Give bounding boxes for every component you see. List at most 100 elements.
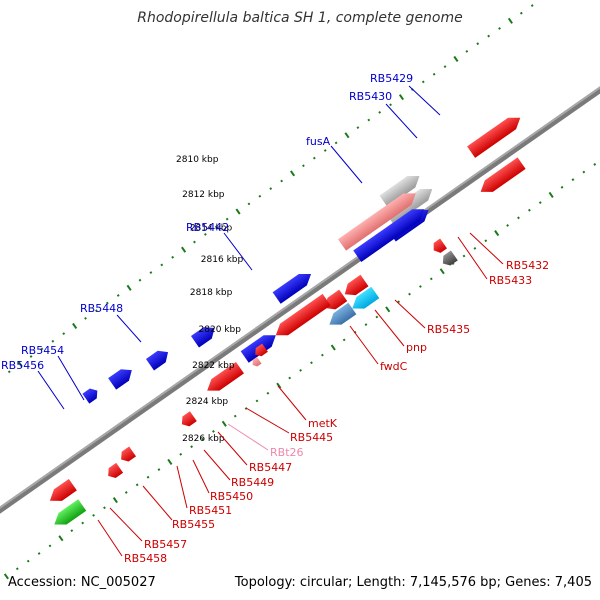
tick-mark: [310, 361, 313, 365]
tick-mark: [92, 513, 95, 517]
tick-mark: [116, 294, 120, 297]
gene-arrow: [480, 157, 526, 192]
tick-mark: [429, 277, 433, 281]
kbp-label: 2824 kbp: [186, 397, 229, 407]
gene-label-reverse: RB5458: [124, 552, 167, 565]
tick-mark: [72, 322, 78, 329]
tick-mark: [593, 163, 597, 166]
tick-mark: [179, 452, 183, 456]
gene-label-reverse: RB5435: [427, 323, 470, 336]
tick-mark: [51, 339, 55, 343]
kbp-label: 2826 kbp: [182, 434, 225, 444]
gene-label-reverse: RB5447: [249, 461, 292, 474]
tick-mark: [193, 240, 196, 244]
gene-arrow: [379, 176, 420, 208]
tick-mark: [548, 191, 554, 198]
gene-label-forward: RB5442: [186, 221, 229, 234]
tick-mark: [312, 156, 316, 160]
gene-arrow: [255, 343, 268, 357]
accession-text: Accession: NC_005027: [8, 575, 156, 590]
gene-arrow: [275, 293, 331, 336]
tick-mark: [462, 254, 466, 258]
tick-mark: [221, 420, 227, 427]
gene-arrow: [252, 357, 262, 367]
tick-mark: [124, 491, 128, 494]
tick-mark: [289, 170, 296, 177]
gene-arrow: [353, 209, 425, 262]
tick-mark: [299, 369, 302, 372]
gene-arrow: [338, 193, 416, 251]
tick-mark: [17, 361, 23, 368]
tick-mark: [15, 567, 19, 571]
tick-mark: [334, 141, 338, 145]
tick-mark: [84, 316, 87, 320]
tick-mark: [201, 437, 204, 441]
tick-mark: [3, 573, 9, 580]
gene-arrow: [82, 388, 98, 404]
tick-mark: [288, 376, 292, 380]
tick-mark: [212, 430, 215, 433]
tick-mark: [112, 497, 118, 504]
genome-backbone: [0, 56, 600, 544]
tick-mark: [473, 246, 477, 250]
tick-mark: [203, 233, 207, 236]
tick-row-outer: [7, 4, 534, 374]
tick-mark: [408, 292, 411, 296]
tick-mark: [269, 187, 273, 191]
tick-mark: [181, 246, 187, 253]
tick-mark: [484, 239, 488, 243]
tick-mark: [81, 521, 85, 525]
tick-mark: [135, 483, 139, 487]
gene-arrow: [54, 499, 87, 525]
gene-label-forward: RB5454: [21, 344, 64, 357]
gene-label-reverse: fwdC: [380, 360, 408, 373]
gene-label-reverse: RB5455: [172, 518, 215, 531]
gene-labels: RB5429 RB5430 fusA RB5442 RB5448 RB5454 …: [1, 72, 549, 565]
gene-arrow: [433, 238, 447, 253]
tick-mark: [171, 255, 175, 259]
kbp-labels: 2810 kbp 2812 kbp 2814 kbp 2816 kbp 2818…: [176, 155, 244, 444]
gene-label-forward: RB5429: [370, 72, 413, 85]
tick-mark: [476, 42, 480, 46]
gene-arrow: [329, 302, 357, 325]
kbp-label: 2816 kbp: [201, 255, 244, 265]
tick-mark: [276, 382, 282, 389]
kbp-label: 2822 kbp: [192, 361, 235, 371]
gene-label-forward: fusA: [306, 135, 331, 148]
gene-arrow: [325, 289, 348, 310]
kbp-label: 2810 kbp: [176, 155, 219, 165]
gene-label-reverse: metK: [308, 417, 338, 430]
tick-mark: [103, 506, 106, 510]
gene-label-forward: RB5430: [349, 90, 392, 103]
tick-mark: [364, 323, 368, 327]
tick-mark: [323, 149, 327, 152]
tick-mark: [443, 65, 447, 68]
gene-label-reverse: RB5451: [189, 504, 232, 517]
gene-label-reverse: RB5445: [290, 431, 333, 444]
tick-mark: [225, 217, 229, 221]
tick-mark: [342, 338, 346, 342]
tick-mark: [26, 559, 30, 563]
tick-mark: [465, 49, 469, 53]
tick-mark: [95, 309, 98, 313]
tick-mark: [280, 179, 284, 183]
gene-arrow: [49, 478, 77, 501]
genome-summary-text: Topology: circular; Length: 7,145,576 bp…: [234, 575, 592, 590]
gene-arrow: [207, 361, 244, 391]
gene-arrow: [108, 462, 124, 478]
tick-mark: [105, 301, 109, 305]
kbp-label: 2814 kbp: [190, 223, 233, 233]
gene-arrow: [352, 286, 380, 309]
tick-mark: [344, 132, 350, 139]
gene-label-forward: RB5456: [1, 359, 44, 372]
gene-label-forward: RB5448: [80, 302, 123, 315]
tick-mark: [560, 185, 564, 189]
tick-mark: [571, 178, 575, 182]
tick-mark: [487, 34, 491, 38]
tick-mark: [255, 399, 259, 403]
tick-mark: [519, 11, 523, 15]
gene-arrow: [190, 327, 215, 348]
tick-mark: [375, 315, 379, 319]
gene-arrow: [467, 117, 521, 158]
tick-mark: [530, 4, 534, 7]
